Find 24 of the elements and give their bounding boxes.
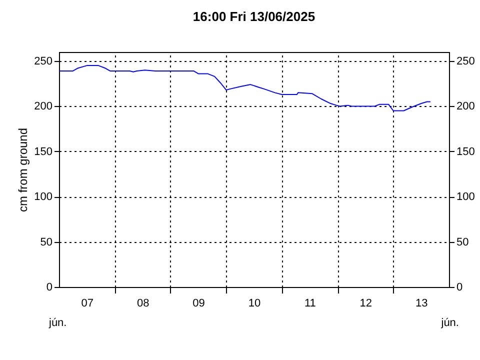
y2-tick-label: 50 [456,236,469,248]
y-tick-label: 100 [34,191,52,204]
text: jún. [440,317,459,329]
y-tick-label: 0 [46,282,52,294]
x-tick-label: 11 [304,298,316,310]
y2-tick-label: 250 [456,56,475,68]
y-tick-label: 150 [34,146,52,158]
y-tick-label: 250 [34,56,52,68]
x-tick-label: 10 [248,298,261,310]
line-series [59,65,431,112]
chart-title: 16:00 Fri 13/06/2025 [192,9,316,24]
y-tick-label: 50 [40,236,52,248]
x-tick-label: 08 [136,298,150,310]
y2-tick-label: 200 [456,100,475,113]
x-tick-label: 09 [192,298,205,310]
y-axis-title: cm from ground [16,128,30,212]
y2-tick-label: 100 [456,191,475,204]
y-tick-label: 200 [34,100,52,113]
text: jún. [48,317,67,329]
x-tick-label: 07 [81,298,94,310]
y2-tick-label: 150 [456,146,475,158]
y2-tick-label: 0 [456,282,463,294]
x-tick-label: 12 [360,298,372,310]
x-tick-label: 13 [416,298,428,310]
